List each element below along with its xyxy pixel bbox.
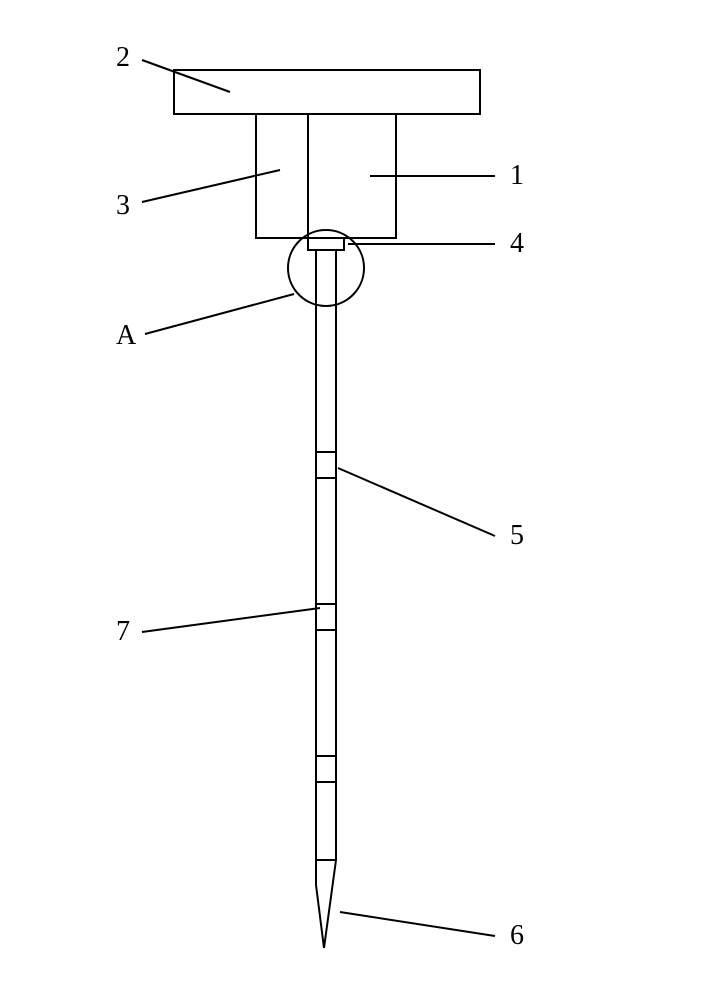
label-5: 5 (510, 520, 524, 552)
label-7: 7 (116, 616, 130, 648)
label-a: A (116, 320, 136, 352)
leader-lines (142, 60, 495, 936)
label-3: 3 (116, 190, 130, 222)
lower-stub (308, 238, 344, 250)
diagram (142, 60, 495, 948)
shaft (316, 250, 336, 948)
label-4: 4 (510, 228, 524, 260)
label-6: 6 (510, 920, 524, 952)
label-2: 2 (116, 42, 130, 74)
label-1: 1 (510, 160, 524, 192)
top-bar (174, 70, 480, 114)
detail-circle-a (288, 230, 364, 306)
